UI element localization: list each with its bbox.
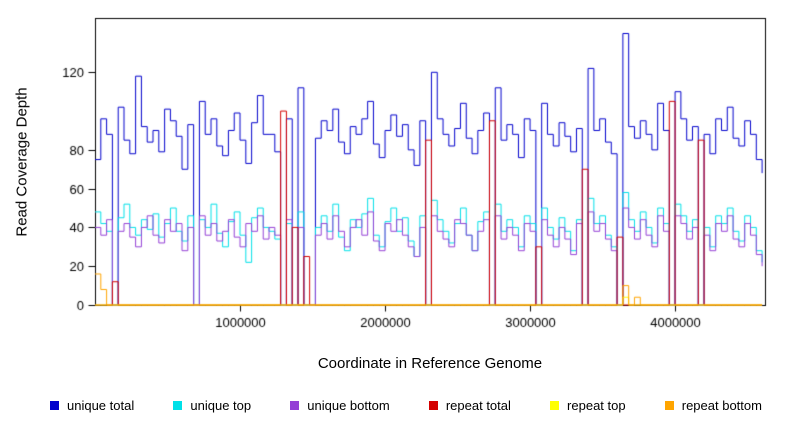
legend-item: repeat top <box>550 398 626 413</box>
legend-item: unique total <box>50 398 134 413</box>
legend-label: repeat top <box>567 398 626 413</box>
legend-swatch-icon <box>173 401 183 410</box>
legend-item: repeat bottom <box>664 398 762 413</box>
legend-item: unique top <box>173 398 251 413</box>
y-axis-title: Read Coverage Depth <box>13 87 31 237</box>
legend-swatch-icon <box>290 401 300 410</box>
legend-item: unique bottom <box>290 398 390 413</box>
legend-label: unique top <box>190 398 252 413</box>
legend-label: unique bottom <box>307 398 390 413</box>
legend-swatch-icon <box>50 401 59 410</box>
legend-swatch-icon <box>428 401 438 410</box>
plot-canvas <box>0 0 792 392</box>
legend-swatch-icon <box>664 401 674 410</box>
legend-label: repeat total <box>445 398 511 413</box>
legend: unique total unique top unique bottom repea… <box>10 398 782 413</box>
x-axis-title: Coordinate in Reference Genome <box>317 355 543 372</box>
legend-item: repeat total <box>428 398 511 413</box>
legend-label: repeat bottom <box>681 398 762 413</box>
legend-swatch-icon <box>550 401 560 410</box>
legend-label: unique total <box>67 398 135 413</box>
